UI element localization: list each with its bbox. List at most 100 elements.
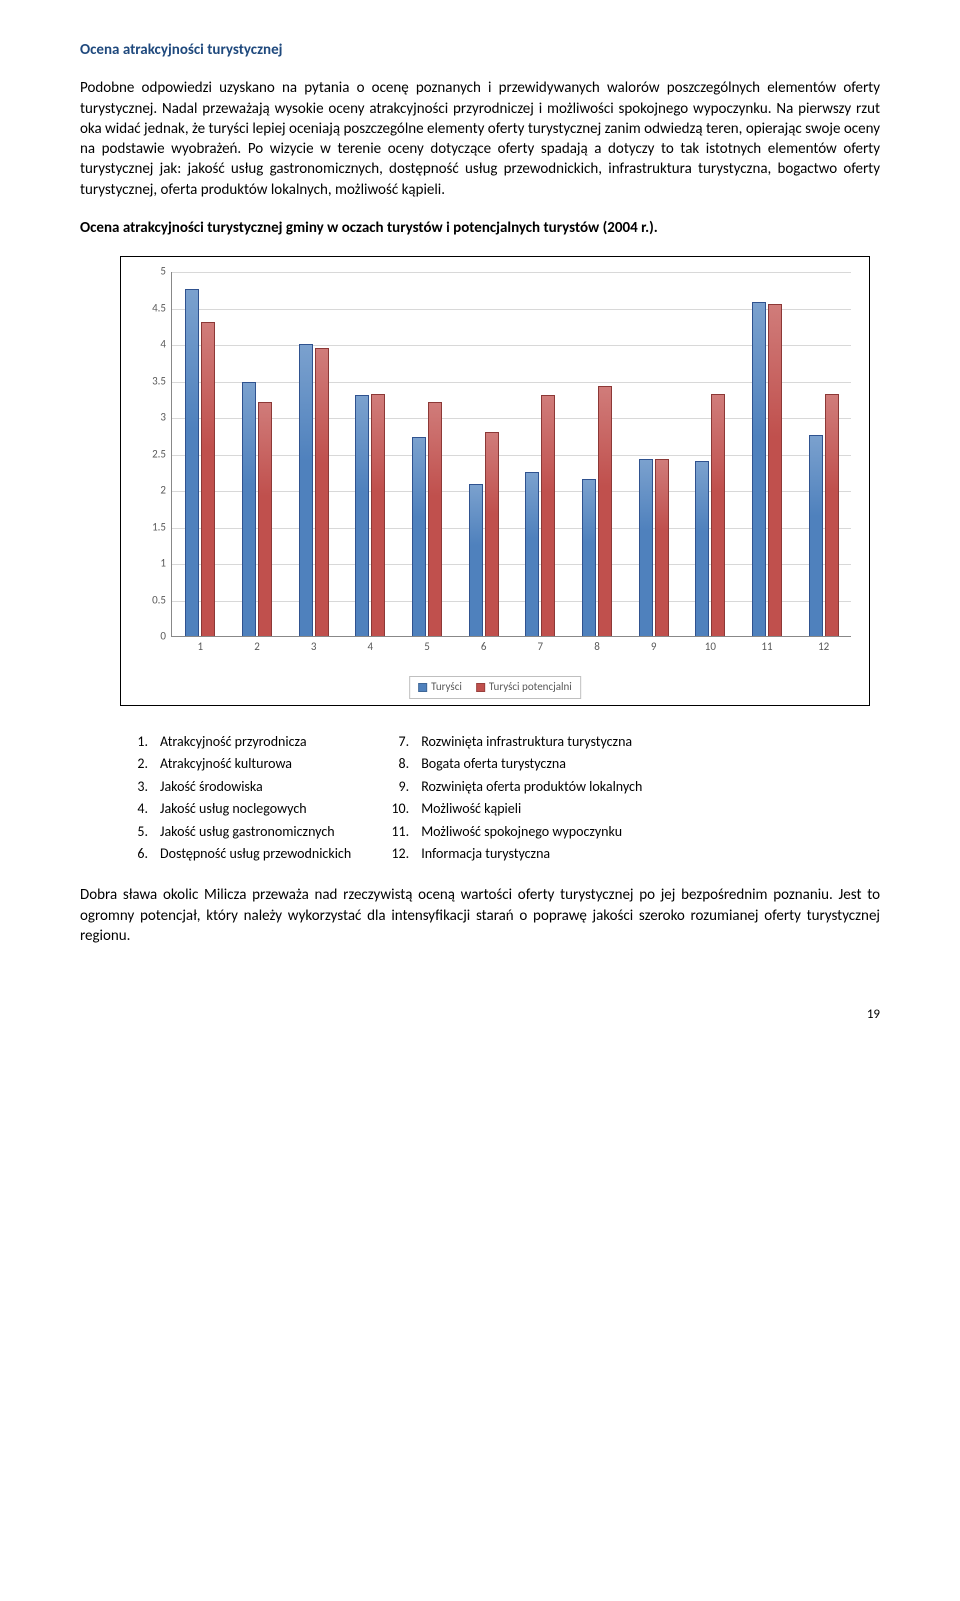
chart-key-label: Jakość środowiska (160, 776, 263, 798)
attractiveness-chart: 00.511.522.533.544.55123456789101112 Tur… (120, 256, 870, 706)
chart-bar (825, 394, 839, 636)
chart-x-tick: 9 (651, 636, 657, 655)
chart-y-tick: 3 (160, 411, 172, 426)
chart-y-tick: 1.5 (152, 520, 172, 535)
chart-key-number: 12. (391, 843, 409, 865)
chart-bar (242, 382, 256, 636)
chart-gridline (172, 601, 851, 602)
chart-bar (201, 322, 215, 636)
chart-key-col-left: 1. Atrakcyjność przyrodnicza 2. Atrakcyjnoś… (130, 731, 351, 865)
chart-bar (695, 461, 709, 636)
chart-key-item: 11. Możliwość spokojnego wypoczynku (391, 821, 642, 843)
chart-key-number: 1. (130, 731, 148, 753)
chart-key-item: 1. Atrakcyjność przyrodnicza (130, 731, 351, 753)
chart-key-label: Jakość usług gastronomicznych (160, 821, 335, 843)
chart-bar (185, 289, 199, 636)
chart-key-number: 11. (391, 821, 409, 843)
chart-key-label: Atrakcyjność kulturowa (160, 753, 292, 775)
legend-item-turysci: Turyści (418, 680, 462, 695)
chart-y-tick: 3.5 (152, 374, 172, 389)
chart-y-tick: 2 (160, 484, 172, 499)
chart-y-tick: 1 (160, 557, 172, 572)
chart-gridline (172, 345, 851, 346)
chart-x-tick: 4 (368, 636, 374, 655)
chart-key-list: 1. Atrakcyjność przyrodnicza 2. Atrakcyjnoś… (130, 731, 880, 865)
chart-key-item: 4. Jakość usług noclegowych (130, 798, 351, 820)
chart-key-number: 5. (130, 821, 148, 843)
chart-key-number: 6. (130, 843, 148, 865)
chart-key-item: 8. Bogata oferta turystyczna (391, 753, 642, 775)
chart-bar (768, 304, 782, 636)
chart-plot-area: 00.511.522.533.544.55123456789101112 (171, 272, 851, 637)
chart-bar (752, 302, 766, 636)
chart-bar (355, 395, 369, 636)
chart-key-label: Atrakcyjność przyrodnicza (160, 731, 307, 753)
chart-key-item: 2. Atrakcyjność kulturowa (130, 753, 351, 775)
chart-x-tick: 3 (311, 636, 317, 655)
chart-bar (809, 435, 823, 636)
legend-label-potencjalni: Turyści potencjalni (489, 680, 572, 695)
intro-paragraph: Podobne odpowiedzi uzyskano na pytania o… (80, 78, 880, 200)
chart-y-tick: 4 (160, 338, 172, 353)
chart-key-label: Możliwość spokojnego wypoczynku (421, 821, 622, 843)
chart-key-label: Rozwinięta oferta produktów lokalnych (421, 776, 642, 798)
chart-key-label: Informacja turystyczna (421, 843, 550, 865)
chart-x-tick: 8 (594, 636, 600, 655)
chart-bar (711, 394, 725, 636)
chart-key-item: 10. Możliwość kąpieli (391, 798, 642, 820)
chart-legend: Turyści Turyści potencjalni (409, 676, 581, 699)
chart-x-tick: 12 (818, 636, 829, 655)
chart-bar (412, 437, 426, 636)
legend-swatch-turysci (418, 683, 427, 692)
chart-bar (655, 459, 669, 636)
chart-key-number: 8. (391, 753, 409, 775)
chart-x-tick: 1 (198, 636, 204, 655)
chart-key-label: Dostępność usług przewodnickich (160, 843, 351, 865)
chart-bar (299, 344, 313, 636)
chart-y-tick: 0.5 (152, 593, 172, 608)
chart-bar (485, 432, 499, 636)
chart-y-tick: 2.5 (152, 447, 172, 462)
chart-key-number: 4. (130, 798, 148, 820)
legend-label-turysci: Turyści (431, 680, 462, 695)
chart-x-tick: 7 (538, 636, 544, 655)
chart-key-label: Rozwinięta infrastruktura turystyczna (421, 731, 632, 753)
chart-gridline (172, 309, 851, 310)
chart-gridline (172, 528, 851, 529)
chart-gridline (172, 272, 851, 273)
chart-bar (315, 348, 329, 636)
chart-key-item: 5. Jakość usług gastronomicznych (130, 821, 351, 843)
chart-y-tick: 5 (160, 265, 172, 280)
chart-bar (371, 394, 385, 636)
chart-gridline (172, 455, 851, 456)
chart-gridline (172, 491, 851, 492)
chart-bar (541, 395, 555, 636)
chart-key-item: 6. Dostępność usług przewodnickich (130, 843, 351, 865)
chart-bar (469, 484, 483, 636)
chart-key-label: Możliwość kąpieli (421, 798, 521, 820)
chart-x-tick: 11 (761, 636, 772, 655)
chart-key-number: 7. (391, 731, 409, 753)
chart-y-tick: 4.5 (152, 301, 172, 316)
chart-key-label: Jakość usług noclegowych (160, 798, 307, 820)
chart-bar (598, 386, 612, 636)
chart-key-number: 9. (391, 776, 409, 798)
chart-x-tick: 2 (254, 636, 260, 655)
chart-key-item: 12. Informacja turystyczna (391, 843, 642, 865)
chart-gridline (172, 382, 851, 383)
chart-y-tick: 0 (160, 630, 172, 645)
page-number: 19 (80, 1006, 880, 1024)
chart-key-item: 7. Rozwinięta infrastruktura turystyczna (391, 731, 642, 753)
conclusion-paragraph: Dobra sława okolic Milicza przeważa nad … (80, 885, 880, 946)
chart-key-number: 10. (391, 798, 409, 820)
chart-bar (428, 402, 442, 636)
section-heading: Ocena atrakcyjności turystycznej (80, 40, 880, 60)
chart-key-label: Bogata oferta turystyczna (421, 753, 566, 775)
chart-gridline (172, 418, 851, 419)
chart-x-tick: 10 (705, 636, 716, 655)
legend-swatch-potencjalni (476, 683, 485, 692)
chart-key-item: 3.Jakość środowiska (130, 776, 351, 798)
chart-x-tick: 5 (424, 636, 430, 655)
chart-key-number: 2. (130, 753, 148, 775)
chart-bar (258, 402, 272, 636)
